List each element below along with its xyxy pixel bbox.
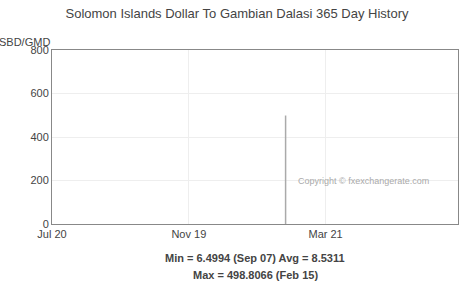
svg-text:Mar 21: Mar 21 xyxy=(309,228,343,240)
svg-text:200: 200 xyxy=(30,174,48,186)
svg-text:Copyright © fxexchangerate.com: Copyright © fxexchangerate.com xyxy=(298,176,429,186)
svg-text:Jul 20: Jul 20 xyxy=(37,228,66,240)
svg-text:Solomon Islands Dollar To Gamb: Solomon Islands Dollar To Gambian Dalasi… xyxy=(66,6,409,21)
svg-text:600: 600 xyxy=(30,87,48,99)
svg-text:400: 400 xyxy=(30,131,48,143)
svg-text:Nov 19: Nov 19 xyxy=(171,228,206,240)
svg-text:800: 800 xyxy=(30,44,48,56)
svg-text:Min = 6.4994 (Sep 07) Avg = 8.: Min = 6.4994 (Sep 07) Avg = 8.5311 xyxy=(165,252,345,264)
svg-text:0: 0 xyxy=(43,218,49,230)
svg-text:Max = 498.8066 (Feb 15): Max = 498.8066 (Feb 15) xyxy=(193,269,318,281)
svg-text:SBD/GMD: SBD/GMD xyxy=(0,36,50,48)
